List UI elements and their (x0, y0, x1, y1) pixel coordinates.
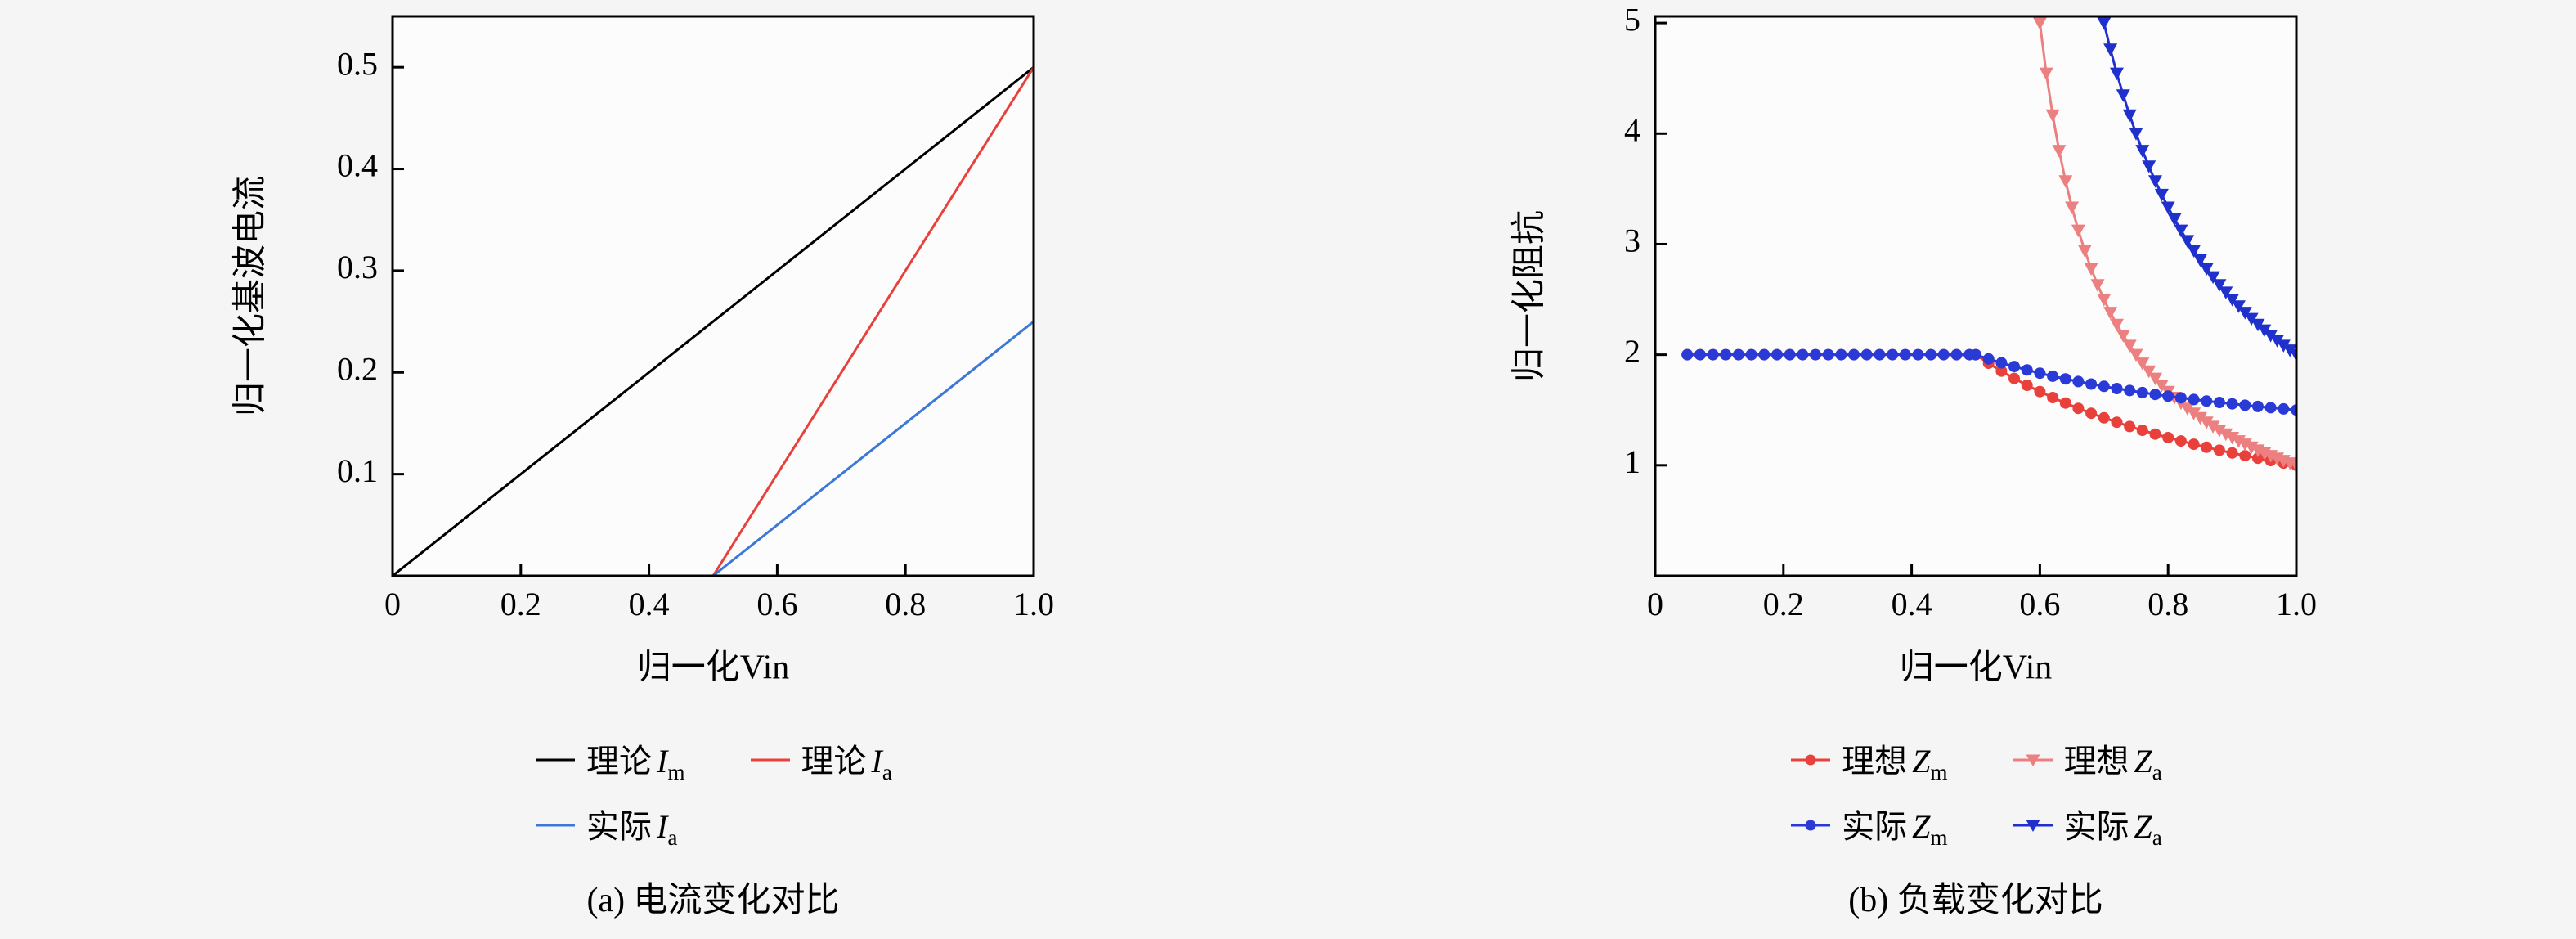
svg-text:0.4: 0.4 (629, 586, 670, 622)
legend-item-actual-zm: 实际 Zm (1789, 800, 1948, 851)
legend-label: 理想 Za (2063, 743, 2162, 784)
legend-label: 实际 Za (2063, 808, 2162, 850)
svg-text:0.8: 0.8 (2147, 586, 2188, 622)
legend-label: 理论 Ia (801, 743, 892, 784)
svg-text:0.2: 0.2 (1763, 586, 1804, 622)
legend-swatch-ideal-zm (1791, 754, 1831, 766)
x-axis-label-b: 归一化Vin (1899, 649, 2053, 687)
legend-item-theory-im: 理论 Im (534, 735, 685, 785)
y-axis-label-a: 归一化基波电流 (231, 175, 270, 417)
legend-swatch-theory-im (536, 758, 576, 762)
legend-label: 理论 Im (586, 743, 685, 784)
svg-text:1.0: 1.0 (1013, 586, 1054, 622)
svg-text:0.3: 0.3 (337, 249, 378, 285)
legend-swatch-ideal-za (2013, 754, 2053, 766)
x-axis-label-a: 归一化Vin (636, 649, 790, 687)
legend-item-actual-za: 实际 Za (2012, 800, 2162, 851)
svg-text:0.2: 0.2 (500, 586, 541, 622)
legend-swatch-actual-ia (536, 824, 576, 827)
svg-text:0: 0 (384, 586, 401, 622)
svg-text:0.4: 0.4 (337, 147, 378, 184)
svg-text:1: 1 (1624, 443, 1640, 480)
legend-item-ideal-za: 理想 Za (2012, 735, 2162, 785)
y-axis-label-b: 归一化阻抗 (1510, 209, 1549, 383)
legend-label: 实际 Ia (586, 808, 678, 850)
legend-label: 理想 Zm (1842, 743, 1948, 784)
legend-swatch-theory-ia (750, 758, 790, 762)
svg-text:1.0: 1.0 (2276, 586, 2317, 622)
svg-text:0.5: 0.5 (337, 45, 378, 82)
svg-text:0: 0 (1647, 586, 1663, 622)
caption-b: (b) 负载变化对比 (1848, 882, 2103, 919)
legend-swatch-actual-zm (1791, 820, 1831, 831)
legend-item-theory-ia: 理论 Ia (749, 735, 892, 785)
svg-text:3: 3 (1624, 222, 1640, 259)
svg-text:0.6: 0.6 (2019, 586, 2060, 622)
svg-text:0.4: 0.4 (1892, 586, 1932, 622)
legend-b: 理想 Zm 理想 Za 实际 Zm 实际 Za (1655, 735, 2296, 851)
svg-text:0.6: 0.6 (756, 586, 797, 622)
svg-text:5: 5 (1624, 1, 1640, 38)
svg-text:4: 4 (1624, 111, 1640, 148)
svg-text:0.1: 0.1 (337, 452, 378, 489)
legend-label: 实际 Zm (1842, 808, 1948, 850)
svg-text:0.8: 0.8 (885, 586, 926, 622)
caption-a: (a) 电流变化对比 (586, 882, 840, 919)
legend-a: 理论 Im 理论 Ia 实际 Ia (393, 735, 1034, 851)
legend-swatch-actual-za (2013, 820, 2053, 832)
legend-item-actual-ia: 实际 Ia (534, 800, 684, 851)
svg-text:0.2: 0.2 (337, 350, 378, 387)
legend-item-ideal-zm: 理想 Zm (1789, 735, 1948, 785)
svg-text:2: 2 (1624, 333, 1640, 370)
